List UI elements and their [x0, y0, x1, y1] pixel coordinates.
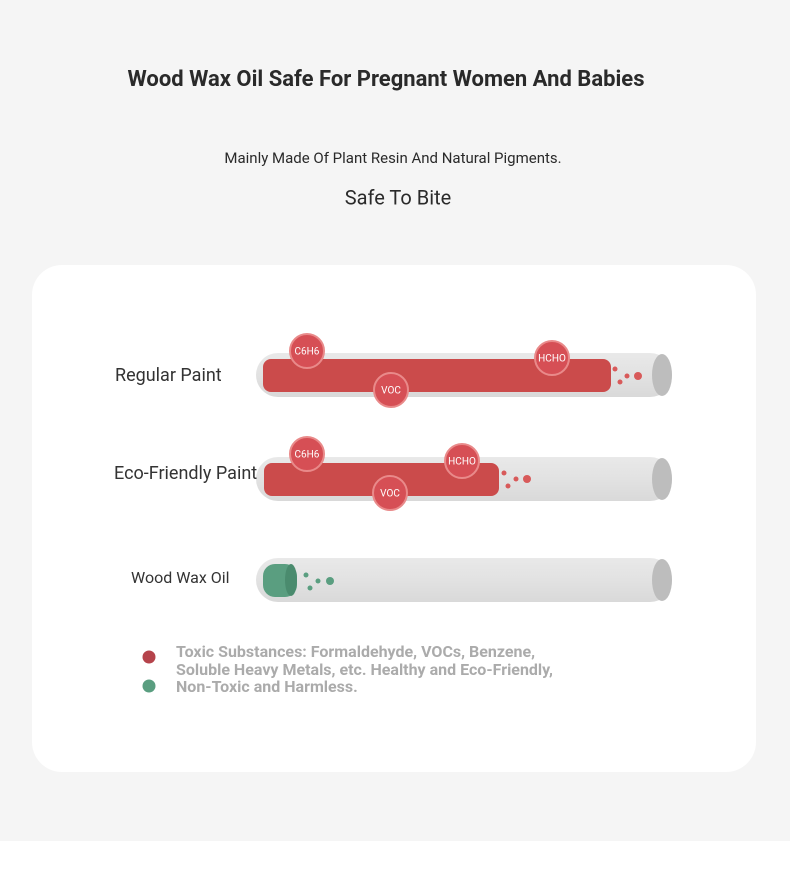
bubble-label: HCHO [538, 354, 566, 365]
fill-end [285, 564, 297, 596]
dot [617, 379, 623, 385]
title: Wood Wax Oil Safe For Pregnant Women And… [127, 67, 644, 92]
legend: Toxic Substances: Formaldehyde, VOCs, Be… [142, 642, 553, 696]
dot [307, 585, 313, 591]
bubble-label: C6H6 [295, 347, 320, 358]
tube-end [652, 354, 672, 396]
dot [303, 572, 309, 578]
row-regular-paint: Regular Paint C6H6 HCHO VOC [115, 333, 672, 408]
dot [513, 476, 519, 482]
fill-bar [263, 359, 611, 392]
dot [612, 366, 618, 372]
tagline: Safe To Bite [345, 185, 451, 209]
dot [634, 372, 642, 380]
row-eco-friendly-paint: Eco-Friendly Paint C6H6 HCHO VOC [114, 436, 672, 511]
legend-text: Soluble Heavy Metals, etc. Healthy and E… [176, 660, 553, 679]
legend-dot-healthy [142, 679, 156, 693]
dot [523, 475, 531, 483]
bubble [372, 475, 408, 511]
bubble-label: C6H6 [295, 450, 320, 461]
row-label: Eco-Friendly Paint [114, 463, 257, 484]
bubble-label: VOC [381, 386, 401, 397]
dot [624, 373, 630, 379]
tube-end [652, 458, 672, 500]
legend-dot-toxic [142, 650, 156, 664]
bubble [289, 333, 325, 369]
dot [315, 578, 321, 584]
bubble [534, 340, 570, 376]
row-wood-wax-oil: Wood Wax Oil [131, 558, 672, 602]
legend-text: Non-Toxic and Harmless. [176, 677, 358, 696]
legend-text: Toxic Substances: Formaldehyde, VOCs, Be… [176, 642, 535, 661]
bubble-label: VOC [380, 489, 400, 500]
bubble [289, 436, 325, 472]
row-label: Regular Paint [115, 365, 222, 386]
bubble-label: HCHO [448, 457, 476, 468]
row-label: Wood Wax Oil [131, 568, 230, 587]
tube [256, 558, 672, 602]
tube-end [652, 559, 672, 601]
dot [501, 470, 507, 476]
dot [326, 577, 334, 585]
bubble [444, 443, 480, 479]
dot [505, 483, 511, 489]
bubble [373, 372, 409, 408]
card [32, 265, 756, 772]
subtitle: Mainly Made Of Plant Resin And Natural P… [224, 149, 561, 167]
